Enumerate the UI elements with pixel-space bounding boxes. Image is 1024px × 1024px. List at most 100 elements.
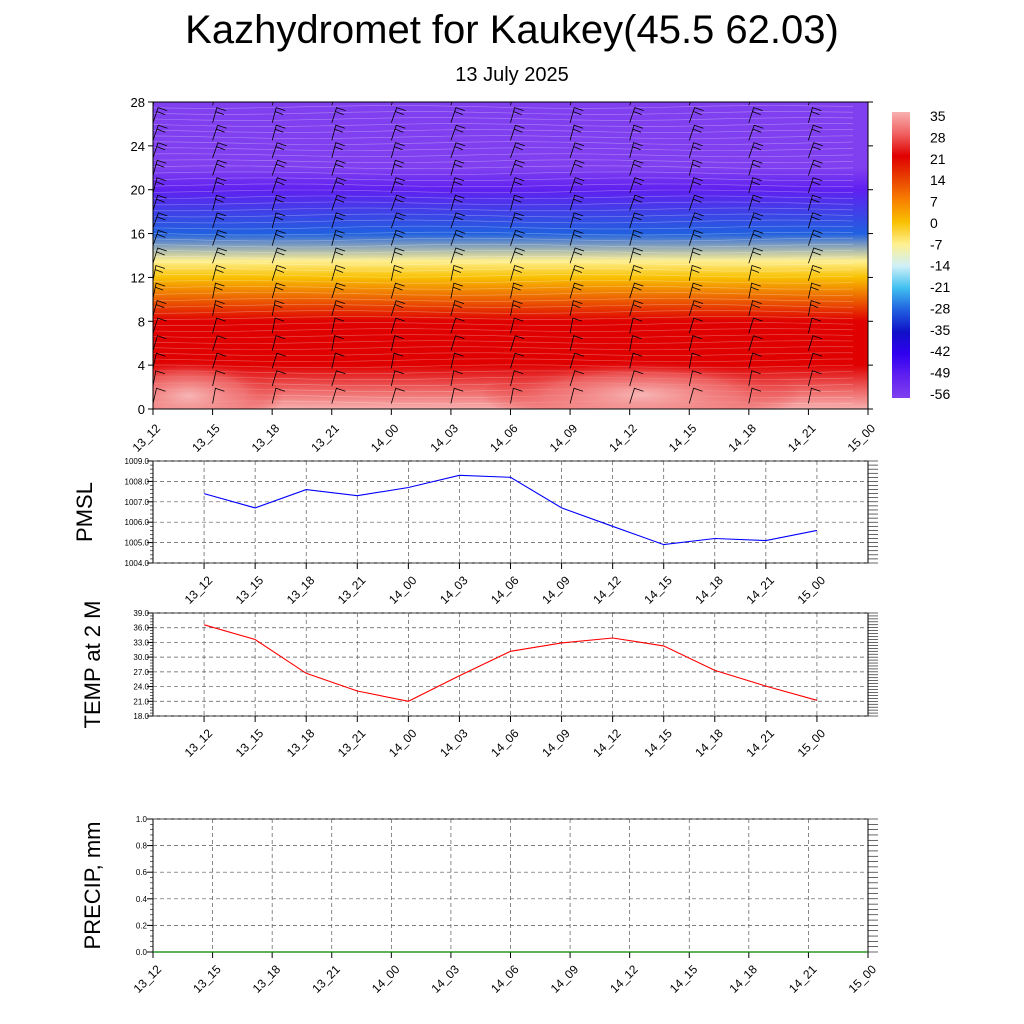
y-axis-label: PRECIP, mm <box>80 822 105 950</box>
wind-barb <box>390 194 406 211</box>
wind-barb <box>510 159 525 176</box>
colorbar-label: -7 <box>930 236 943 252</box>
wind-barb <box>510 282 523 299</box>
x-tick-label: 14_21 <box>743 726 777 760</box>
wind-barb <box>212 177 227 194</box>
heatmap-fill <box>153 102 868 409</box>
wind-barb <box>569 142 585 159</box>
contour-line <box>153 304 854 308</box>
contour-line <box>153 250 854 254</box>
wind-barb <box>808 107 822 123</box>
x-tick-label: 13_18 <box>284 726 318 760</box>
x-tick-label: 14_18 <box>692 573 726 607</box>
x-tick-label: 13_15 <box>233 573 267 607</box>
wind-barb <box>569 159 585 176</box>
wind-barb <box>629 107 644 123</box>
wind-barb <box>153 317 167 334</box>
wind-barb <box>569 194 584 211</box>
wind-barb <box>212 159 227 176</box>
wind-barb <box>569 107 584 123</box>
colorbar-label: 35 <box>930 108 946 124</box>
wind-barb <box>331 124 345 141</box>
colorbar-label: -14 <box>930 258 950 274</box>
x-tick-label: 14_21 <box>786 962 820 996</box>
x-tick-label: 13_21 <box>308 421 342 455</box>
colorbar-label: 14 <box>930 172 946 188</box>
contour-line <box>153 340 854 344</box>
wind-barb <box>808 335 823 352</box>
y-tick-label: 0.4 <box>136 895 148 904</box>
x-tick-label: 14_00 <box>369 962 403 996</box>
x-tick-label: 14_09 <box>548 962 582 996</box>
wind-barb <box>748 124 764 141</box>
y-tick-label: 1.0 <box>136 815 148 824</box>
colorbar-label: -21 <box>930 279 950 295</box>
wind-barb <box>569 282 584 299</box>
colorbar-label: -35 <box>930 322 950 338</box>
wind-barb <box>688 300 704 316</box>
y-tick-label: 4 <box>138 358 145 373</box>
wind-barb <box>808 212 822 229</box>
wind-barb <box>808 352 823 369</box>
wind-barb <box>748 387 762 404</box>
wind-barb <box>629 335 642 351</box>
colorbar-label: 21 <box>930 151 946 167</box>
wind-barb <box>688 107 704 123</box>
wind-barb <box>510 247 525 264</box>
wind-barb <box>748 142 764 159</box>
wind-barb <box>390 317 405 334</box>
contour-line <box>153 213 854 218</box>
wind-barb <box>867 261 868 264</box>
wind-barb <box>390 300 406 316</box>
wind-barb <box>569 335 583 351</box>
y-tick-label: 20 <box>131 183 145 198</box>
x-tick-label: 14_09 <box>547 421 581 455</box>
wind-barb <box>748 370 761 387</box>
wind-barb <box>688 352 702 369</box>
wind-barb <box>331 107 346 123</box>
wind-barb <box>748 159 763 176</box>
x-tick-label: 14_21 <box>785 421 819 455</box>
wind-barb <box>153 212 168 229</box>
wind-barb <box>688 177 703 194</box>
wind-barb <box>629 177 645 194</box>
wind-barb <box>629 264 643 281</box>
wind-barb <box>331 370 346 387</box>
wind-barb <box>271 107 286 123</box>
contour-line <box>153 183 853 187</box>
wind-barb <box>688 335 702 351</box>
wind-barb <box>450 335 465 352</box>
wind-barb <box>867 244 868 246</box>
wind-barb <box>212 247 228 264</box>
contour-line <box>153 280 854 284</box>
x-tick-label: 14_15 <box>666 421 700 455</box>
wind-barb <box>510 370 524 387</box>
wind-barb <box>629 194 645 211</box>
wind-barb <box>271 247 287 264</box>
wind-barb <box>450 370 463 387</box>
x-tick-label: 14_15 <box>667 962 701 996</box>
wind-barb <box>748 300 762 316</box>
wind-barb <box>212 107 226 123</box>
y-tick-label: 12 <box>131 270 145 285</box>
y-tick-label: 39.0 <box>133 609 149 618</box>
wind-barb <box>748 335 763 352</box>
x-tick-label: 14_12 <box>590 726 624 760</box>
wind-barb <box>390 177 406 194</box>
contour-line <box>153 141 854 145</box>
wind-barb <box>271 142 287 159</box>
wind-barb <box>748 317 763 334</box>
contour-line <box>153 328 854 332</box>
wind-barb <box>212 387 225 404</box>
wind-barb <box>569 212 584 229</box>
y-tick-label: 1005.0 <box>125 539 150 548</box>
wind-barb <box>450 212 466 229</box>
wind-barb <box>390 212 406 229</box>
wind-barb <box>510 387 523 404</box>
wind-barb <box>153 300 167 316</box>
wind-barb <box>450 107 466 123</box>
wind-barb <box>331 229 345 246</box>
wind-barb <box>688 124 704 141</box>
wind-barb <box>331 282 346 299</box>
